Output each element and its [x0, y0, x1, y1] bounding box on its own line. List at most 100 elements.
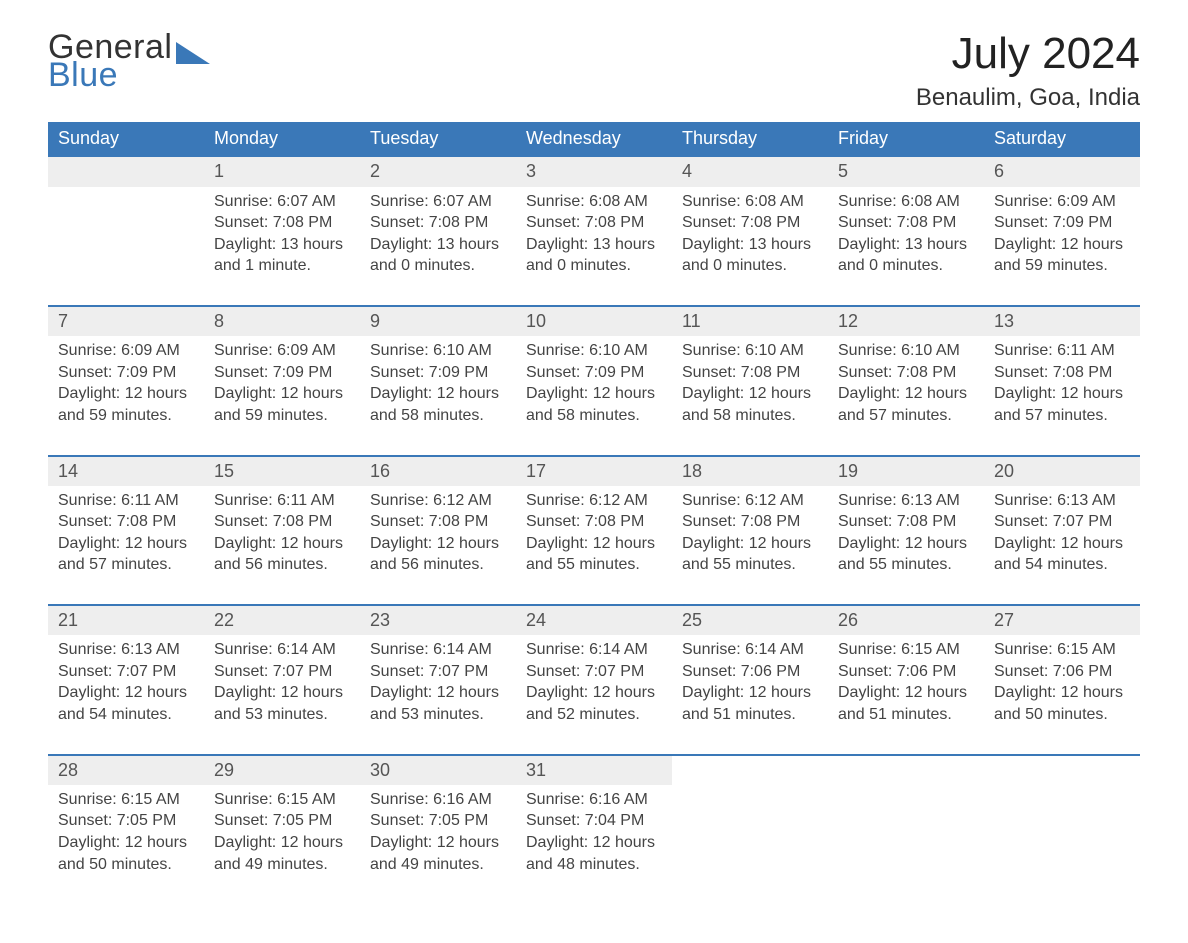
- day-cell: 6Sunrise: 6:09 AMSunset: 7:09 PMDaylight…: [984, 156, 1140, 306]
- daylight-line: Daylight: 12 hours and 53 minutes.: [214, 682, 350, 725]
- sunset-line: Sunset: 7:07 PM: [58, 661, 194, 683]
- sunrise-line: Sunrise: 6:09 AM: [994, 191, 1130, 213]
- day-body: Sunrise: 6:16 AMSunset: 7:05 PMDaylight:…: [360, 785, 516, 903]
- day-number: 27: [984, 606, 1140, 635]
- day-number: 10: [516, 307, 672, 336]
- day-cell: 22Sunrise: 6:14 AMSunset: 7:07 PMDayligh…: [204, 605, 360, 755]
- sunset-line: Sunset: 7:09 PM: [214, 362, 350, 384]
- sunset-line: Sunset: 7:08 PM: [370, 212, 506, 234]
- day-cell: 8Sunrise: 6:09 AMSunset: 7:09 PMDaylight…: [204, 306, 360, 456]
- daylight-line: Daylight: 12 hours and 51 minutes.: [682, 682, 818, 725]
- day-body: Sunrise: 6:15 AMSunset: 7:06 PMDaylight:…: [828, 635, 984, 753]
- sunset-line: Sunset: 7:08 PM: [214, 511, 350, 533]
- sunset-line: Sunset: 7:09 PM: [994, 212, 1130, 234]
- sunrise-line: Sunrise: 6:14 AM: [682, 639, 818, 661]
- day-number: 13: [984, 307, 1140, 336]
- week-row: 1Sunrise: 6:07 AMSunset: 7:08 PMDaylight…: [48, 156, 1140, 306]
- sunrise-line: Sunrise: 6:16 AM: [526, 789, 662, 811]
- sunset-line: Sunset: 7:06 PM: [682, 661, 818, 683]
- daylight-line: Daylight: 12 hours and 59 minutes.: [214, 383, 350, 426]
- daylight-line: Daylight: 12 hours and 57 minutes.: [58, 533, 194, 576]
- sunrise-line: Sunrise: 6:12 AM: [370, 490, 506, 512]
- week-row: 28Sunrise: 6:15 AMSunset: 7:05 PMDayligh…: [48, 755, 1140, 904]
- sunrise-line: Sunrise: 6:15 AM: [838, 639, 974, 661]
- daylight-line: Daylight: 12 hours and 58 minutes.: [682, 383, 818, 426]
- sunset-line: Sunset: 7:08 PM: [994, 362, 1130, 384]
- day-number: [672, 756, 828, 785]
- day-number: 20: [984, 457, 1140, 486]
- sunset-line: Sunset: 7:04 PM: [526, 810, 662, 832]
- day-number: 11: [672, 307, 828, 336]
- day-body: Sunrise: 6:13 AMSunset: 7:08 PMDaylight:…: [828, 486, 984, 604]
- sunrise-line: Sunrise: 6:10 AM: [682, 340, 818, 362]
- day-body: Sunrise: 6:15 AMSunset: 7:05 PMDaylight:…: [204, 785, 360, 903]
- sunrise-line: Sunrise: 6:12 AM: [682, 490, 818, 512]
- sunset-line: Sunset: 7:08 PM: [838, 212, 974, 234]
- sunset-line: Sunset: 7:08 PM: [214, 212, 350, 234]
- sunrise-line: Sunrise: 6:10 AM: [526, 340, 662, 362]
- sunrise-line: Sunrise: 6:15 AM: [214, 789, 350, 811]
- day-cell: 27Sunrise: 6:15 AMSunset: 7:06 PMDayligh…: [984, 605, 1140, 755]
- day-number: 14: [48, 457, 204, 486]
- weekday-header: Saturday: [984, 122, 1140, 156]
- sunset-line: Sunset: 7:07 PM: [214, 661, 350, 683]
- sunset-line: Sunset: 7:05 PM: [214, 810, 350, 832]
- sunrise-line: Sunrise: 6:14 AM: [526, 639, 662, 661]
- day-cell: 3Sunrise: 6:08 AMSunset: 7:08 PMDaylight…: [516, 156, 672, 306]
- day-number: 23: [360, 606, 516, 635]
- day-number: 4: [672, 157, 828, 186]
- day-body: Sunrise: 6:09 AMSunset: 7:09 PMDaylight:…: [48, 336, 204, 454]
- daylight-line: Daylight: 12 hours and 59 minutes.: [58, 383, 194, 426]
- day-body: Sunrise: 6:10 AMSunset: 7:08 PMDaylight:…: [828, 336, 984, 454]
- brand-logo: General Blue: [48, 30, 210, 92]
- sunrise-line: Sunrise: 6:14 AM: [214, 639, 350, 661]
- sunset-line: Sunset: 7:08 PM: [682, 511, 818, 533]
- weekday-header: Sunday: [48, 122, 204, 156]
- month-title: July 2024: [916, 30, 1140, 78]
- calendar-table: SundayMondayTuesdayWednesdayThursdayFrid…: [48, 122, 1140, 903]
- day-body: Sunrise: 6:14 AMSunset: 7:06 PMDaylight:…: [672, 635, 828, 753]
- day-number: 12: [828, 307, 984, 336]
- daylight-line: Daylight: 12 hours and 56 minutes.: [214, 533, 350, 576]
- day-cell: 12Sunrise: 6:10 AMSunset: 7:08 PMDayligh…: [828, 306, 984, 456]
- day-body: Sunrise: 6:12 AMSunset: 7:08 PMDaylight:…: [516, 486, 672, 604]
- sunrise-line: Sunrise: 6:12 AM: [526, 490, 662, 512]
- day-body: Sunrise: 6:15 AMSunset: 7:05 PMDaylight:…: [48, 785, 204, 903]
- daylight-line: Daylight: 12 hours and 55 minutes.: [682, 533, 818, 576]
- day-number: 1: [204, 157, 360, 186]
- sunset-line: Sunset: 7:09 PM: [526, 362, 662, 384]
- sunrise-line: Sunrise: 6:16 AM: [370, 789, 506, 811]
- day-body: Sunrise: 6:11 AMSunset: 7:08 PMDaylight:…: [48, 486, 204, 604]
- day-body: Sunrise: 6:10 AMSunset: 7:08 PMDaylight:…: [672, 336, 828, 454]
- day-number: 26: [828, 606, 984, 635]
- day-cell: 4Sunrise: 6:08 AMSunset: 7:08 PMDaylight…: [672, 156, 828, 306]
- day-number: 16: [360, 457, 516, 486]
- day-body: [672, 785, 828, 875]
- day-number: 31: [516, 756, 672, 785]
- day-number: 9: [360, 307, 516, 336]
- day-number: 18: [672, 457, 828, 486]
- daylight-line: Daylight: 12 hours and 55 minutes.: [838, 533, 974, 576]
- day-cell: 21Sunrise: 6:13 AMSunset: 7:07 PMDayligh…: [48, 605, 204, 755]
- sunrise-line: Sunrise: 6:13 AM: [994, 490, 1130, 512]
- day-body: Sunrise: 6:14 AMSunset: 7:07 PMDaylight:…: [204, 635, 360, 753]
- daylight-line: Daylight: 12 hours and 50 minutes.: [58, 832, 194, 875]
- day-cell: 17Sunrise: 6:12 AMSunset: 7:08 PMDayligh…: [516, 456, 672, 606]
- daylight-line: Daylight: 13 hours and 0 minutes.: [526, 234, 662, 277]
- day-cell: 29Sunrise: 6:15 AMSunset: 7:05 PMDayligh…: [204, 755, 360, 904]
- daylight-line: Daylight: 12 hours and 58 minutes.: [370, 383, 506, 426]
- daylight-line: Daylight: 12 hours and 54 minutes.: [994, 533, 1130, 576]
- calendar-body: 1Sunrise: 6:07 AMSunset: 7:08 PMDaylight…: [48, 156, 1140, 903]
- day-number: 30: [360, 756, 516, 785]
- sunset-line: Sunset: 7:07 PM: [526, 661, 662, 683]
- daylight-line: Daylight: 12 hours and 53 minutes.: [370, 682, 506, 725]
- daylight-line: Daylight: 12 hours and 48 minutes.: [526, 832, 662, 875]
- day-body: Sunrise: 6:12 AMSunset: 7:08 PMDaylight:…: [360, 486, 516, 604]
- empty-cell: [48, 156, 204, 306]
- sunset-line: Sunset: 7:06 PM: [994, 661, 1130, 683]
- sunset-line: Sunset: 7:07 PM: [370, 661, 506, 683]
- daylight-line: Daylight: 12 hours and 49 minutes.: [370, 832, 506, 875]
- sunset-line: Sunset: 7:09 PM: [370, 362, 506, 384]
- daylight-line: Daylight: 12 hours and 54 minutes.: [58, 682, 194, 725]
- sunrise-line: Sunrise: 6:10 AM: [838, 340, 974, 362]
